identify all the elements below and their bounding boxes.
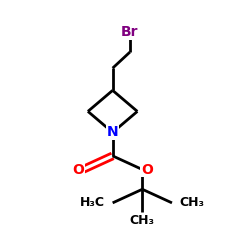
- Text: H₃C: H₃C: [80, 196, 105, 209]
- Text: O: O: [141, 162, 153, 176]
- Text: N: N: [107, 126, 118, 140]
- Text: Br: Br: [121, 25, 139, 39]
- Text: CH₃: CH₃: [130, 214, 155, 228]
- Text: O: O: [72, 162, 85, 176]
- Text: CH₃: CH₃: [180, 196, 204, 209]
